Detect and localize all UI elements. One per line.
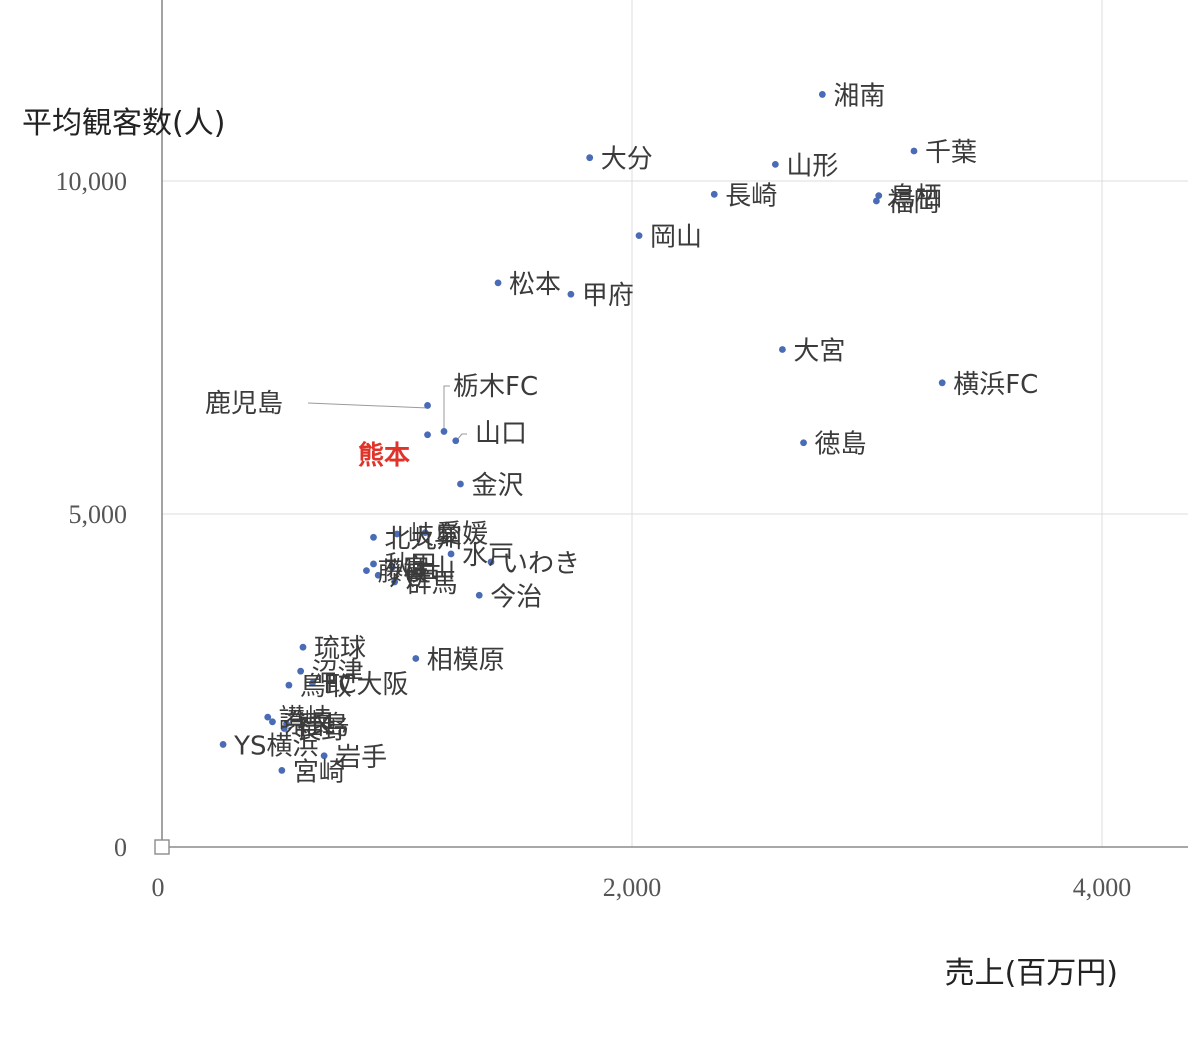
y-tick-label: 5,000 xyxy=(69,500,128,529)
data-point xyxy=(873,197,880,205)
data-point xyxy=(391,578,399,586)
point-label: 徳島 xyxy=(815,430,867,460)
point-label: 山口 xyxy=(475,419,527,449)
data-point xyxy=(219,741,227,748)
point-label: いわき xyxy=(502,549,580,579)
point-label: 熊本 xyxy=(358,440,410,471)
x-tick-label: 4,000 xyxy=(1073,873,1132,902)
point-label: 宮崎 xyxy=(293,757,345,787)
data-point xyxy=(393,530,401,538)
data-point xyxy=(280,725,288,732)
point-label: 栃木FC xyxy=(453,372,538,402)
point-label: 藤枝 xyxy=(377,558,429,588)
data-point xyxy=(635,232,643,240)
point-label: 長野 xyxy=(295,715,347,745)
data-point xyxy=(447,550,455,558)
point-label: 沼津 xyxy=(312,658,364,688)
data-point xyxy=(875,192,883,200)
point-label: 北九州 xyxy=(385,524,463,554)
data-points xyxy=(219,91,946,774)
x-tick-label: 0 xyxy=(152,873,165,902)
point-label: 鳥栖 xyxy=(890,183,942,213)
data-point xyxy=(586,154,594,162)
y-tick-label: 10,000 xyxy=(56,167,128,196)
data-point xyxy=(424,431,431,439)
point-label: 相模原 xyxy=(427,646,505,676)
y-tick-label: 0 xyxy=(114,833,127,862)
point-label: FC大阪 xyxy=(323,670,408,700)
data-point xyxy=(285,681,293,689)
data-point xyxy=(299,643,307,651)
point-label: 金沢 xyxy=(471,471,523,501)
point-label: 琉球 xyxy=(314,634,366,664)
point-label: 福岡 xyxy=(887,188,939,218)
point-label: 鹿児島 xyxy=(205,389,283,419)
data-point xyxy=(278,767,286,774)
data-point xyxy=(374,571,382,579)
point-label: 秋田 xyxy=(385,551,437,581)
data-point xyxy=(779,346,786,353)
point-label: 八戸 xyxy=(389,562,441,592)
data-point xyxy=(938,379,946,387)
point-label: 大宮 xyxy=(793,336,845,366)
axis-origin-handle xyxy=(154,839,170,855)
point-label: 岡山 xyxy=(650,223,702,253)
data-point xyxy=(421,529,429,537)
data-point xyxy=(771,160,779,168)
point-label: 甲府 xyxy=(582,281,634,311)
data-point xyxy=(818,91,826,98)
point-label: 鳥取 xyxy=(300,672,352,702)
data-point xyxy=(363,567,370,575)
data-point xyxy=(910,147,918,155)
axes xyxy=(154,0,1188,855)
tick-labels: 0 5,000 10,000 0 2,000 4,000 xyxy=(56,167,1132,902)
data-point xyxy=(412,655,420,662)
data-point xyxy=(297,667,305,675)
leader-line xyxy=(443,385,450,431)
point-label: 長崎 xyxy=(725,181,777,211)
point-label: YS横浜 xyxy=(233,731,318,761)
data-point xyxy=(567,290,575,298)
point-label: 千葉 xyxy=(925,138,977,168)
x-axis-title: 売上(百万円) xyxy=(945,956,1118,991)
point-label: 湘南 xyxy=(833,81,885,111)
point-label: 今治 xyxy=(490,582,542,612)
x-tick-label: 2,000 xyxy=(603,873,662,902)
point-label: 富山 xyxy=(403,554,455,584)
point-label: 岩手 xyxy=(335,743,387,773)
point-label: 水戸 xyxy=(462,541,514,571)
point-label: 松本 xyxy=(509,270,561,300)
point-label: 大分 xyxy=(601,145,653,175)
leader-line xyxy=(307,402,429,409)
point-label: 福島 xyxy=(298,711,350,741)
point-label: 奈良 xyxy=(283,709,335,739)
point-label: 讃岐 xyxy=(279,704,331,734)
data-point xyxy=(452,437,460,445)
data-point xyxy=(370,533,377,541)
data-point xyxy=(440,428,448,435)
data-point xyxy=(309,679,316,687)
data-point xyxy=(494,279,502,287)
point-label: 群馬 xyxy=(406,569,458,599)
point-label: 山形 xyxy=(786,151,838,181)
data-point xyxy=(475,591,483,599)
point-label: 横浜FC xyxy=(953,370,1038,400)
data-point xyxy=(487,558,495,566)
data-point xyxy=(424,402,431,409)
data-point xyxy=(264,713,272,721)
point-label: 愛媛 xyxy=(436,520,488,550)
point-label: 岐阜 xyxy=(408,521,460,551)
data-point xyxy=(457,480,464,488)
data-point xyxy=(320,752,328,760)
data-point xyxy=(800,439,807,447)
gridlines xyxy=(162,0,1188,847)
y-axis-title: 平均観客数(人) xyxy=(22,106,225,141)
data-point xyxy=(710,190,718,198)
data-point xyxy=(388,563,396,571)
data-point xyxy=(269,718,276,726)
data-point xyxy=(370,560,377,568)
